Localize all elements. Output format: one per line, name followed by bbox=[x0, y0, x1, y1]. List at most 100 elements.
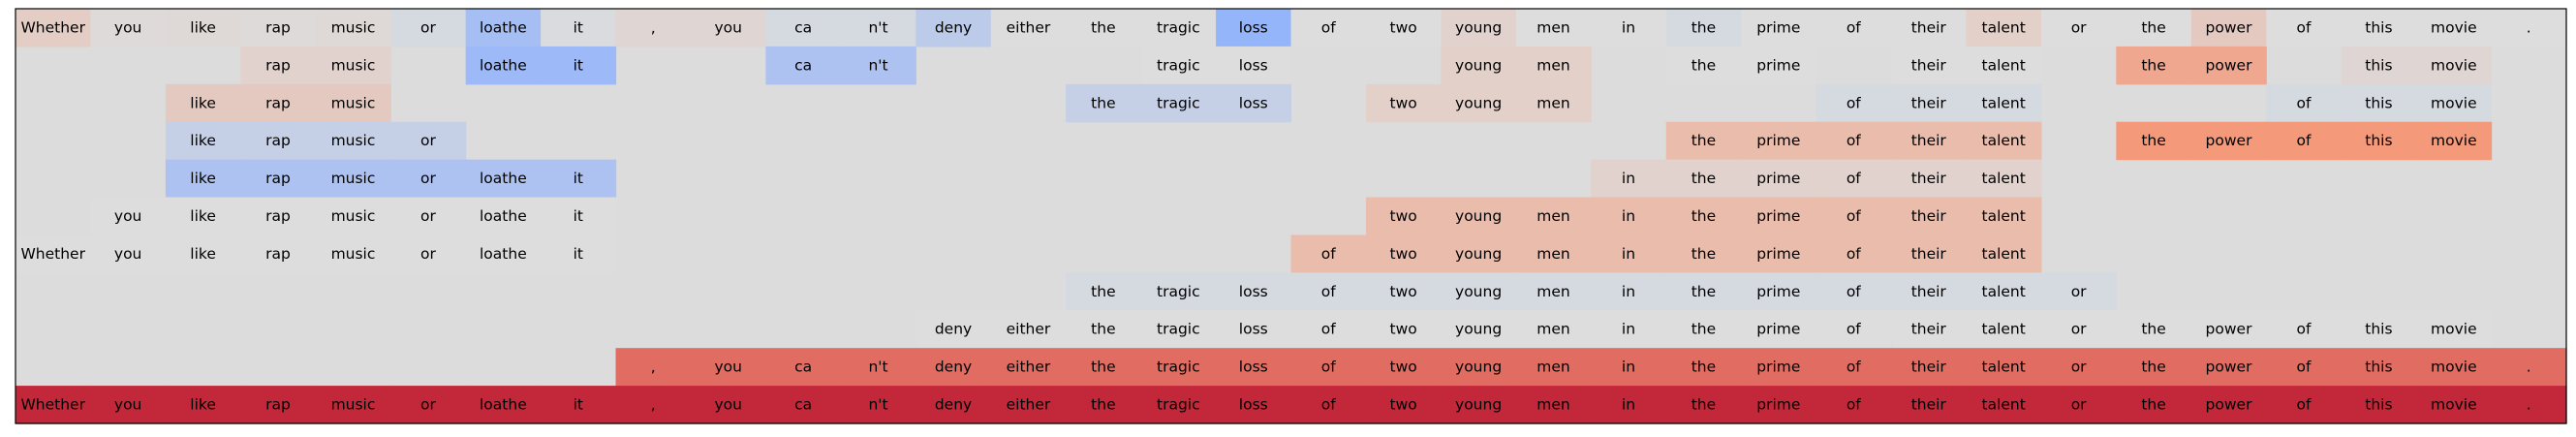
token-label: of bbox=[1847, 170, 1861, 187]
token-label: deny bbox=[935, 359, 972, 376]
token-label: deny bbox=[935, 396, 972, 414]
token-label: the bbox=[2141, 18, 2165, 36]
token-label: tragic bbox=[1157, 18, 1200, 36]
heatmap-cell bbox=[1216, 348, 1292, 387]
token-label: in bbox=[1622, 283, 1635, 300]
token-label: you bbox=[114, 207, 141, 225]
heatmap-cell bbox=[1066, 348, 1142, 387]
heatmap-cell bbox=[1591, 348, 1667, 387]
token-label: in bbox=[1622, 396, 1635, 414]
token-label: the bbox=[2141, 132, 2165, 149]
heatmap-cell bbox=[90, 9, 167, 47]
token-label: of bbox=[1847, 321, 1861, 338]
token-label: loss bbox=[1239, 396, 1268, 414]
token-label: of bbox=[1847, 283, 1861, 300]
heatmap-cell bbox=[2116, 348, 2192, 387]
token-label: rap bbox=[265, 94, 291, 111]
heatmap-cell bbox=[1741, 310, 1817, 349]
token-label: movie bbox=[2431, 94, 2477, 111]
heatmap-cell bbox=[1741, 386, 1817, 424]
heatmap-cell bbox=[2266, 9, 2343, 47]
heatmap-cell bbox=[1741, 272, 1817, 311]
heatmap-cell bbox=[990, 310, 1067, 349]
heatmap-cell bbox=[1891, 310, 1968, 349]
heatmap-cell bbox=[1066, 9, 1142, 47]
token-label: talent bbox=[1982, 321, 2026, 338]
token-label: of bbox=[2296, 359, 2311, 376]
heatmap-cell bbox=[2116, 9, 2192, 47]
token-label: tragic bbox=[1157, 359, 1200, 376]
heatmap-cell bbox=[1966, 9, 2042, 47]
heatmap-cell bbox=[690, 386, 767, 424]
heatmap-cell bbox=[2341, 310, 2417, 349]
token-label: n't bbox=[868, 359, 887, 376]
token-label: music bbox=[331, 56, 376, 74]
heatmap-cell bbox=[1066, 272, 1142, 311]
heatmap-cell bbox=[315, 159, 391, 199]
heatmap-cell bbox=[1365, 83, 1442, 123]
token-label: their bbox=[1911, 207, 1947, 225]
token-label: the bbox=[1691, 132, 1716, 149]
token-label: of bbox=[2296, 396, 2311, 414]
heatmap-cell bbox=[2266, 348, 2343, 387]
token-label: you bbox=[114, 245, 141, 263]
token-label: in bbox=[1622, 245, 1635, 263]
heatmap-cell bbox=[1290, 234, 1367, 273]
heatmap-cell bbox=[1515, 386, 1592, 424]
heatmap-cell bbox=[990, 348, 1067, 387]
heatmap-cell bbox=[1066, 310, 1142, 349]
token-label: like bbox=[190, 396, 216, 414]
token-label: like bbox=[190, 132, 216, 149]
token-label: it bbox=[574, 170, 583, 187]
token-label: movie bbox=[2431, 359, 2477, 376]
token-label: or bbox=[2071, 359, 2087, 376]
token-label: the bbox=[1091, 359, 1115, 376]
token-label: men bbox=[1536, 359, 1569, 376]
heatmap-cell bbox=[390, 386, 467, 424]
heatmap-cell bbox=[465, 234, 542, 273]
heatmap-cell bbox=[2416, 386, 2493, 424]
token-label: men bbox=[1536, 245, 1569, 263]
heatmap-cell bbox=[615, 9, 692, 47]
heatmap-cell bbox=[916, 348, 992, 387]
token-label: or bbox=[2071, 321, 2087, 338]
token-label: . bbox=[2527, 396, 2531, 414]
token-label: or bbox=[420, 207, 436, 225]
heatmap-cell bbox=[840, 386, 916, 424]
token-label: men bbox=[1536, 56, 1569, 74]
heatmap-cell bbox=[1891, 234, 1968, 273]
token-label: two bbox=[1390, 283, 1417, 300]
heatmap-cell bbox=[165, 9, 241, 47]
token-label: young bbox=[1455, 283, 1502, 300]
heatmap-cell bbox=[90, 386, 167, 424]
heatmap-cell bbox=[2416, 310, 2493, 349]
token-label: movie bbox=[2431, 132, 2477, 149]
heatmap-cell bbox=[1290, 310, 1367, 349]
heatmap-cell bbox=[1741, 159, 1817, 199]
heatmap-cell bbox=[1966, 234, 2042, 273]
token-label: loathe bbox=[480, 396, 527, 414]
heatmap-cell bbox=[2190, 386, 2267, 424]
heatmap-cell bbox=[1216, 272, 1292, 311]
token-label: the bbox=[2141, 56, 2165, 74]
heatmap-cell bbox=[16, 9, 92, 47]
token-label: the bbox=[1691, 18, 1716, 36]
token-label: Whether bbox=[20, 396, 85, 414]
token-label: ca bbox=[794, 56, 812, 74]
token-label: prime bbox=[1756, 207, 1800, 225]
token-label: talent bbox=[1982, 132, 2026, 149]
heatmap-cell bbox=[2116, 121, 2192, 161]
token-label: the bbox=[1091, 94, 1115, 111]
heatmap-cell bbox=[1591, 386, 1667, 424]
heatmap-cell bbox=[2040, 386, 2117, 424]
heatmap-cell bbox=[2116, 386, 2192, 424]
token-label: music bbox=[331, 207, 376, 225]
token-label: it bbox=[574, 18, 583, 36]
token-label: like bbox=[190, 245, 216, 263]
token-label: or bbox=[2071, 18, 2087, 36]
heatmap-cell bbox=[1816, 9, 1892, 47]
token-label: of bbox=[1321, 321, 1336, 338]
token-label: talent bbox=[1982, 207, 2026, 225]
heatmap-cell bbox=[1515, 348, 1592, 387]
token-label: prime bbox=[1756, 321, 1800, 338]
